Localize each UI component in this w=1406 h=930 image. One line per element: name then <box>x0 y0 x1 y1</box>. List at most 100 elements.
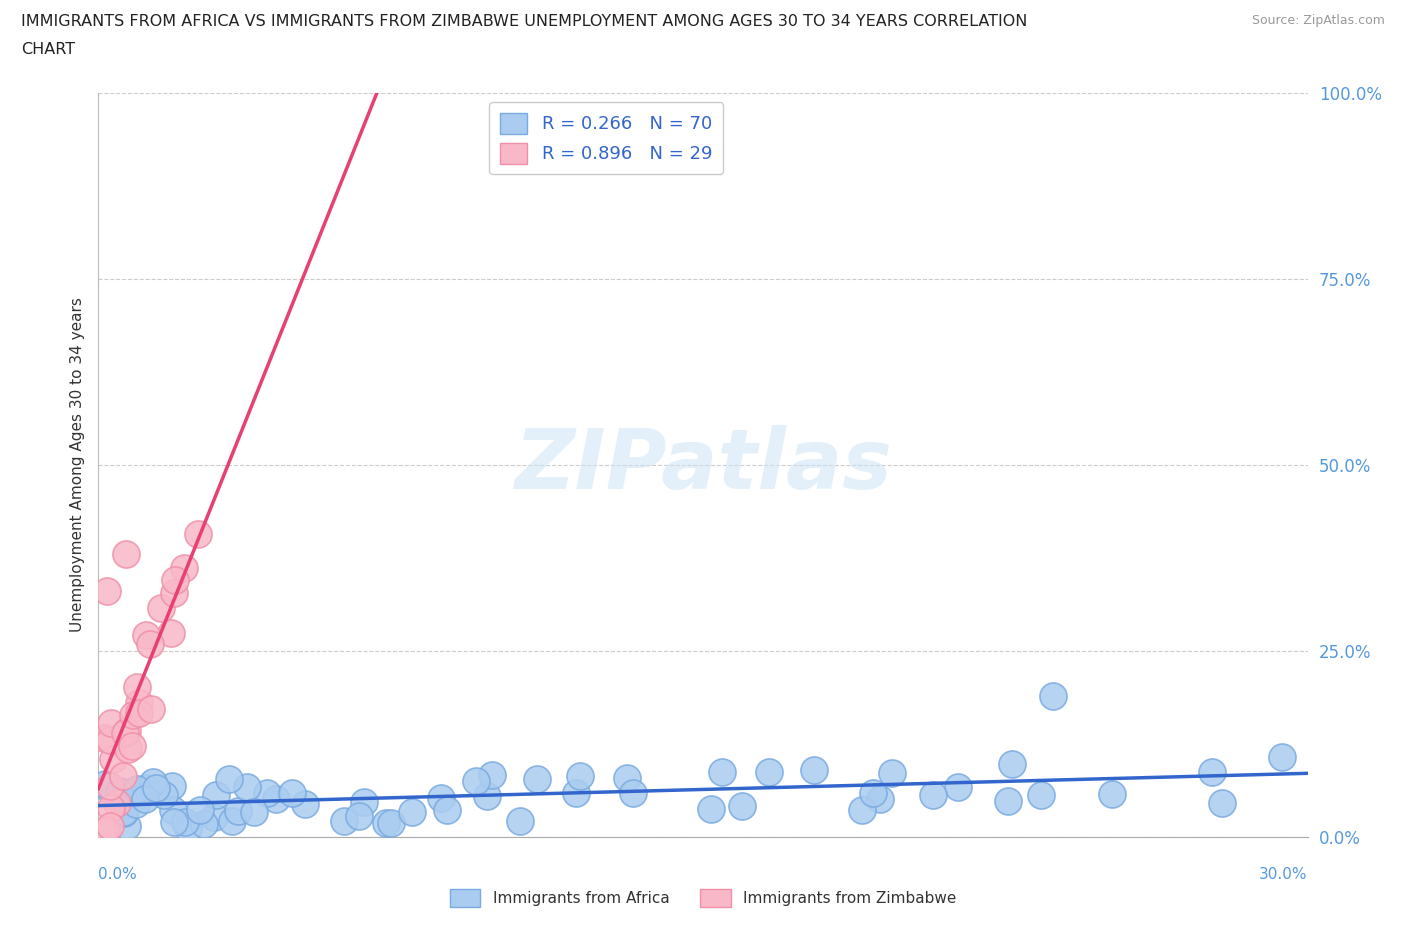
Point <box>475 789 498 804</box>
Point <box>1211 795 1233 810</box>
Point <box>997 793 1019 808</box>
Point <box>163 815 186 830</box>
Point <box>204 788 226 803</box>
Point <box>139 636 162 651</box>
Legend: R = 0.266   N = 70, R = 0.896   N = 29: R = 0.266 N = 70, R = 0.896 N = 29 <box>489 102 723 175</box>
Point <box>112 805 135 820</box>
Point <box>114 725 136 740</box>
Point <box>115 547 138 562</box>
Point <box>256 786 278 801</box>
Point <box>436 803 458 817</box>
Point <box>145 781 167 796</box>
Point <box>948 779 970 794</box>
Point <box>101 751 124 766</box>
Point <box>174 815 197 830</box>
Point <box>710 764 733 779</box>
Point <box>464 773 486 788</box>
Point <box>127 783 149 798</box>
Text: 30.0%: 30.0% <box>1260 867 1308 882</box>
Point <box>700 801 723 816</box>
Point <box>98 732 121 747</box>
Point <box>98 778 121 793</box>
Point <box>107 785 129 800</box>
Point <box>110 784 132 799</box>
Point <box>621 786 644 801</box>
Point <box>380 815 402 830</box>
Point <box>117 818 139 833</box>
Point <box>565 785 588 800</box>
Point <box>142 775 165 790</box>
Point <box>100 801 122 816</box>
Point <box>1101 787 1123 802</box>
Point <box>226 804 249 818</box>
Point <box>264 791 287 806</box>
Point <box>922 788 945 803</box>
Point <box>152 788 174 803</box>
Point <box>1001 756 1024 771</box>
Point <box>94 777 117 792</box>
Point <box>526 771 548 786</box>
Point <box>128 696 150 711</box>
Y-axis label: Unemployment Among Ages 30 to 34 years: Unemployment Among Ages 30 to 34 years <box>69 298 84 632</box>
Point <box>242 804 264 819</box>
Point <box>135 628 157 643</box>
Point <box>117 741 139 756</box>
Point <box>281 786 304 801</box>
Text: IMMIGRANTS FROM AFRICA VS IMMIGRANTS FROM ZIMBABWE UNEMPLOYMENT AMONG AGES 30 TO: IMMIGRANTS FROM AFRICA VS IMMIGRANTS FRO… <box>21 14 1028 29</box>
Legend: Immigrants from Africa, Immigrants from Zimbabwe: Immigrants from Africa, Immigrants from … <box>444 884 962 913</box>
Point <box>111 768 134 783</box>
Point <box>862 786 884 801</box>
Point <box>236 780 259 795</box>
Point <box>96 584 118 599</box>
Point <box>135 781 157 796</box>
Point <box>150 601 173 616</box>
Point <box>173 561 195 576</box>
Point <box>569 768 592 783</box>
Point <box>121 708 143 723</box>
Point <box>375 816 398 830</box>
Point <box>125 797 148 812</box>
Point <box>163 586 186 601</box>
Point <box>125 782 148 797</box>
Point <box>332 814 354 829</box>
Point <box>98 782 121 797</box>
Point <box>187 526 209 541</box>
Point <box>202 810 225 825</box>
Point <box>110 785 132 800</box>
Point <box>193 817 215 831</box>
Point <box>121 738 143 753</box>
Point <box>353 795 375 810</box>
Point <box>188 803 211 817</box>
Point <box>93 730 115 745</box>
Point <box>509 814 531 829</box>
Point <box>1271 750 1294 764</box>
Text: 0.0%: 0.0% <box>98 867 138 882</box>
Text: CHART: CHART <box>21 42 75 57</box>
Point <box>1029 787 1052 802</box>
Point <box>127 680 149 695</box>
Point <box>347 809 370 824</box>
Point <box>107 795 129 810</box>
Point <box>98 818 121 833</box>
Point <box>218 771 240 786</box>
Point <box>221 814 243 829</box>
Point <box>430 790 453 805</box>
Point <box>851 803 873 817</box>
Point <box>160 626 183 641</box>
Point <box>162 802 184 817</box>
Point <box>294 797 316 812</box>
Point <box>803 763 825 777</box>
Point <box>401 804 423 819</box>
Point <box>163 573 186 588</box>
Point <box>100 715 122 730</box>
Point <box>481 767 503 782</box>
Point <box>112 804 135 819</box>
Point <box>134 792 156 807</box>
Point <box>141 701 163 716</box>
Point <box>177 820 200 835</box>
Point <box>758 764 780 779</box>
Point <box>162 778 184 793</box>
Point <box>869 791 891 806</box>
Point <box>616 771 638 786</box>
Point <box>94 822 117 837</box>
